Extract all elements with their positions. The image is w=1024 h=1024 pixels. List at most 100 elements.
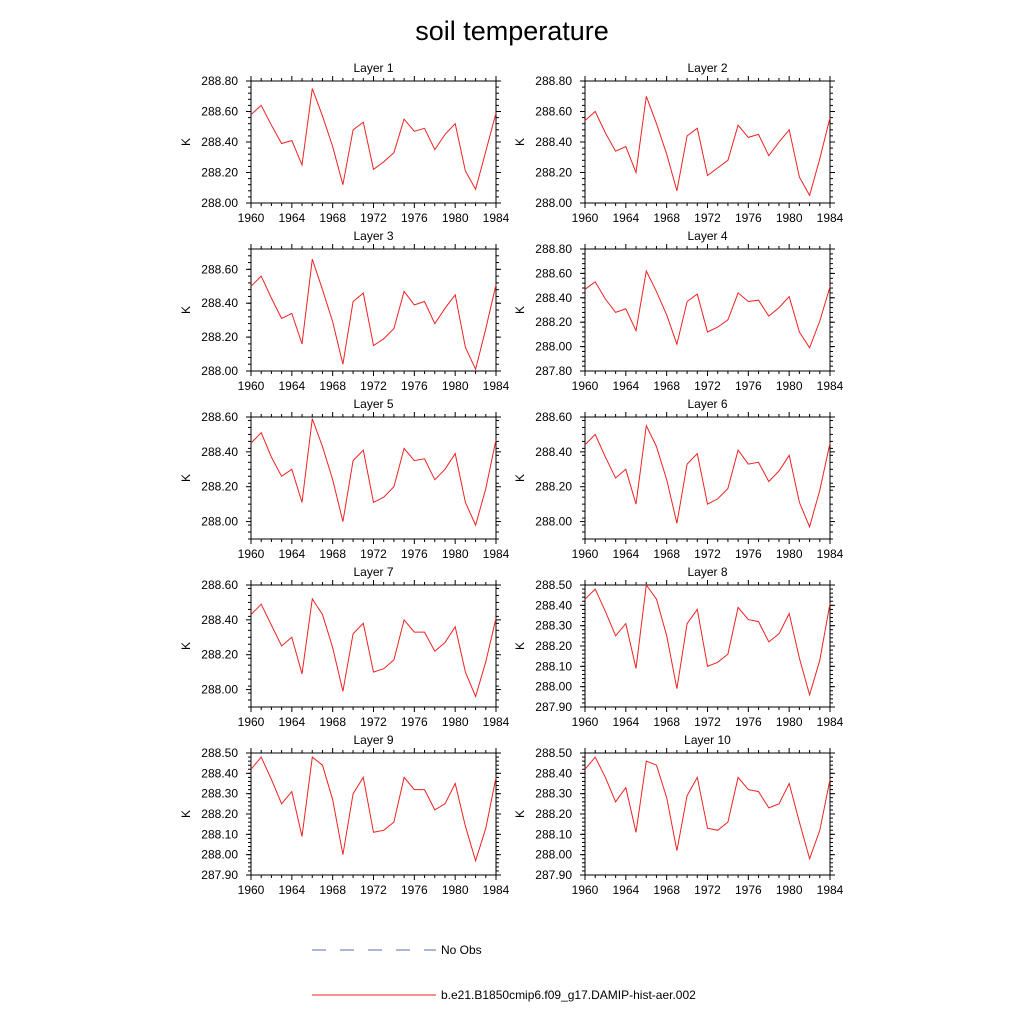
x-tick-label: 1976 — [401, 715, 428, 729]
series-line — [584, 269, 831, 349]
y-tick-label: 288.20 — [201, 807, 238, 821]
y-tick-label: 288.00 — [201, 683, 238, 697]
x-tick-label: 1980 — [776, 883, 803, 897]
y-tick-label: 288.20 — [201, 648, 238, 662]
x-tick-label: 1968 — [653, 211, 680, 225]
panel-layer-7: Layer 7 1960 1964 1968 1972 1976 1980 1984 288.0… — [179, 565, 510, 729]
x-tick-label: 1972 — [694, 715, 721, 729]
x-tick-label: 1984 — [483, 547, 510, 561]
y-tick-label: 288.10 — [201, 827, 238, 841]
x-tick-label: 1968 — [653, 883, 680, 897]
y-tick-label: 288.60 — [201, 105, 238, 119]
y-tick-label: 288.00 — [201, 196, 238, 210]
x-tick-label: 1984 — [817, 379, 844, 393]
x-tick-label: 1968 — [319, 547, 346, 561]
x-tick-label: 1984 — [483, 379, 510, 393]
x-tick-label: 1976 — [401, 883, 428, 897]
x-tick-label: 1976 — [735, 547, 762, 561]
y-tick-label: 288.00 — [535, 848, 572, 862]
x-tick-label: 1960 — [238, 883, 265, 897]
panel-title: Layer 6 — [687, 397, 727, 411]
x-tick-label: 1980 — [442, 547, 469, 561]
x-tick-label: 1980 — [776, 379, 803, 393]
x-tick-label: 1972 — [694, 379, 721, 393]
x-tick-label: 1960 — [572, 715, 599, 729]
y-tick-label: 288.20 — [201, 330, 238, 344]
x-tick-label: 1976 — [735, 883, 762, 897]
plot-frame — [584, 80, 831, 204]
x-tick-label: 1984 — [817, 211, 844, 225]
y-tick-label: 288.40 — [201, 296, 238, 310]
series-line — [250, 418, 497, 527]
panels: Layer 1 1960 1964 1968 1972 1976 1980 1984 288.0… — [179, 61, 844, 897]
y-axis-label: K — [179, 306, 193, 314]
plot-frame — [584, 752, 831, 876]
x-tick-label: 1968 — [319, 211, 346, 225]
plot-frame — [250, 248, 497, 372]
x-tick-label: 1976 — [401, 547, 428, 561]
x-tick-label: 1968 — [653, 715, 680, 729]
y-tick-label: 288.60 — [201, 410, 238, 424]
y-tick-label: 287.90 — [201, 868, 238, 882]
x-tick-label: 1972 — [360, 715, 387, 729]
panel-layer-8: Layer 8 1960 1964 1968 1972 1976 1980 1984 287.9… — [513, 565, 844, 729]
y-tick-label: 288.40 — [201, 613, 238, 627]
panel-layer-1: Layer 1 1960 1964 1968 1972 1976 1980 1984 288.0… — [179, 61, 510, 225]
y-axis-label: K — [179, 138, 193, 146]
y-tick-label: 288.40 — [535, 766, 572, 780]
y-tick-label: 288.40 — [535, 291, 572, 305]
y-tick-label: 288.20 — [535, 639, 572, 653]
y-tick-label: 288.60 — [201, 578, 238, 592]
x-tick-label: 1964 — [278, 379, 305, 393]
panel-title: Layer 9 — [353, 733, 393, 747]
x-tick-label: 1968 — [319, 883, 346, 897]
series-line — [250, 259, 497, 371]
y-tick-label: 288.80 — [535, 74, 572, 88]
y-axis-label: K — [179, 642, 193, 650]
y-tick-label: 288.20 — [201, 480, 238, 494]
panel-title: Layer 3 — [353, 229, 393, 243]
x-tick-label: 1964 — [278, 715, 305, 729]
x-tick-label: 1960 — [572, 211, 599, 225]
panel-layer-5: Layer 5 1960 1964 1968 1972 1976 1980 1984 288.0… — [179, 397, 510, 561]
y-tick-label: 288.40 — [535, 135, 572, 149]
y-tick-label: 288.40 — [201, 445, 238, 459]
x-tick-label: 1972 — [694, 547, 721, 561]
x-tick-label: 1964 — [612, 547, 639, 561]
y-tick-label: 288.60 — [535, 410, 572, 424]
y-tick-label: 288.10 — [535, 659, 572, 673]
legend-no-obs-label: No Obs — [441, 943, 482, 957]
y-axis-label: K — [513, 642, 527, 650]
y-axis-label: K — [513, 810, 527, 818]
x-tick-label: 1972 — [360, 547, 387, 561]
x-tick-label: 1960 — [572, 883, 599, 897]
x-tick-label: 1980 — [776, 547, 803, 561]
series-line — [584, 423, 831, 529]
panel-title: Layer 4 — [687, 229, 727, 243]
plot-frame — [584, 584, 831, 708]
y-tick-label: 288.10 — [535, 827, 572, 841]
y-tick-label: 288.50 — [535, 578, 572, 592]
x-tick-label: 1984 — [483, 883, 510, 897]
x-tick-label: 1960 — [572, 547, 599, 561]
panel-title: Layer 2 — [687, 61, 727, 75]
x-tick-label: 1964 — [612, 883, 639, 897]
y-axis-label: K — [179, 810, 193, 818]
x-tick-label: 1972 — [360, 211, 387, 225]
panel-layer-2: Layer 2 1960 1964 1968 1972 1976 1980 1984 288.0… — [513, 61, 844, 225]
x-tick-label: 1960 — [572, 379, 599, 393]
series-line — [584, 583, 831, 697]
x-tick-label: 1980 — [776, 211, 803, 225]
y-axis-label: K — [179, 474, 193, 482]
x-tick-label: 1960 — [238, 715, 265, 729]
series-line — [250, 756, 497, 863]
y-tick-label: 288.40 — [535, 598, 572, 612]
x-tick-label: 1984 — [817, 883, 844, 897]
y-tick-label: 288.20 — [535, 480, 572, 494]
plot-frame — [250, 416, 497, 540]
y-tick-label: 288.80 — [201, 74, 238, 88]
x-tick-label: 1960 — [238, 211, 265, 225]
x-tick-label: 1960 — [238, 547, 265, 561]
x-tick-label: 1976 — [735, 211, 762, 225]
